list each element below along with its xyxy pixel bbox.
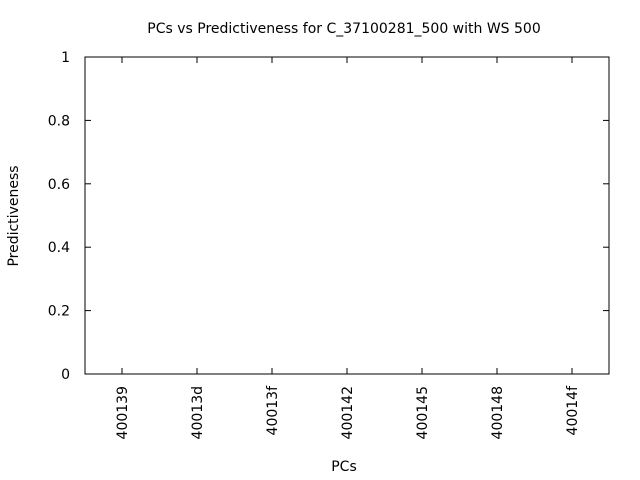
x-axis-label: PCs	[331, 459, 357, 475]
x-tick-label: 400145	[415, 386, 431, 439]
y-tick-label: 0.8	[48, 113, 70, 129]
x-tick-label: 400142	[340, 386, 356, 439]
x-tick-label: 400139	[115, 386, 131, 439]
y-tick-label: 0.2	[48, 304, 70, 320]
chart-title: PCs vs Predictiveness for C_37100281_500…	[147, 21, 540, 37]
y-axis: 0 0.2 0.4 0.6 0.8 1	[48, 50, 609, 383]
x-tick-label: 40013d	[190, 386, 206, 439]
x-tick-label: 40014f	[565, 385, 581, 436]
x-tick-label: 400148	[490, 386, 506, 439]
y-tick-label: 0.4	[48, 240, 70, 256]
y-tick-label: 0	[61, 367, 70, 383]
y-tick-label: 1	[61, 50, 70, 66]
plot-area-frame	[84, 56, 610, 375]
y-axis-label: Predictiveness	[6, 165, 22, 266]
x-axis: 400139 40013d 40013f 400142 400145 400148 4001…	[115, 57, 581, 439]
y-tick-label: 0.6	[48, 177, 70, 193]
x-tick-label: 40013f	[265, 385, 281, 436]
